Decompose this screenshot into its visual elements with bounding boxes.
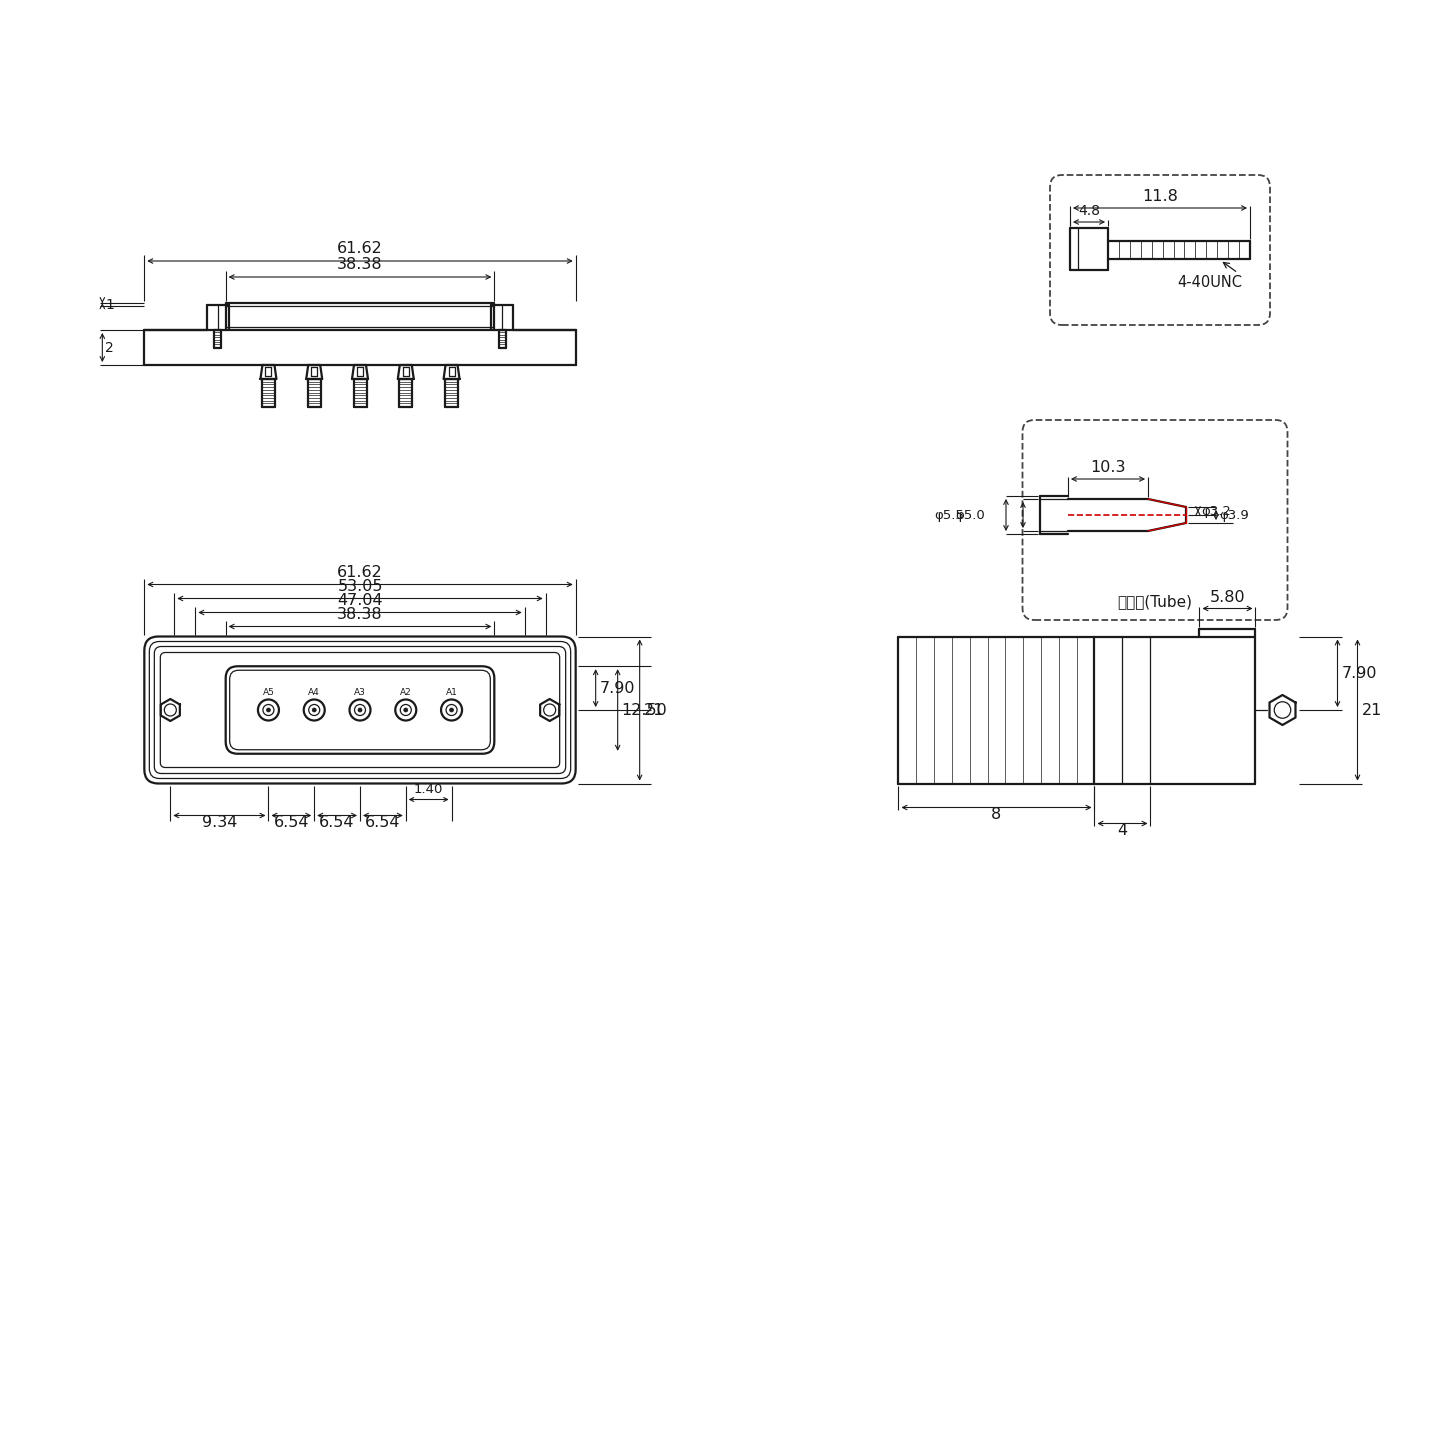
Text: 1.40: 1.40 (413, 782, 444, 795)
Text: 38.38: 38.38 (337, 256, 383, 272)
Text: 屏蔽管(Tube): 屏蔽管(Tube) (1117, 595, 1192, 609)
Text: 11.8: 11.8 (1142, 189, 1178, 204)
Text: 10.3: 10.3 (1090, 459, 1126, 475)
Text: 53.05: 53.05 (337, 579, 383, 593)
Text: 1: 1 (105, 298, 114, 311)
Text: 8: 8 (991, 806, 1002, 821)
Text: 38.38: 38.38 (337, 606, 383, 622)
Text: 4.8: 4.8 (1079, 204, 1100, 217)
Text: 47.04: 47.04 (337, 592, 383, 608)
Circle shape (403, 708, 408, 711)
Text: A5: A5 (262, 688, 275, 697)
Text: 6.54: 6.54 (366, 815, 400, 829)
Text: φ3.9: φ3.9 (1220, 508, 1248, 521)
Text: 21: 21 (644, 703, 664, 717)
Text: 2: 2 (105, 340, 114, 354)
Text: A4: A4 (308, 688, 320, 697)
Text: 61.62: 61.62 (337, 564, 383, 579)
Text: A3: A3 (354, 688, 366, 697)
Text: φ5.5: φ5.5 (935, 508, 963, 521)
Text: 4-40UNC: 4-40UNC (1176, 275, 1241, 289)
Text: φ5.0: φ5.0 (955, 508, 985, 521)
Text: 6.54: 6.54 (320, 815, 354, 829)
Circle shape (449, 708, 454, 711)
Circle shape (312, 708, 317, 711)
Text: A2: A2 (400, 688, 412, 697)
Text: 7.90: 7.90 (1342, 665, 1377, 681)
Text: 12.50: 12.50 (622, 703, 667, 717)
Text: 4: 4 (1117, 822, 1128, 838)
Circle shape (359, 708, 361, 711)
Circle shape (266, 708, 271, 711)
Text: 21: 21 (1361, 703, 1382, 717)
Text: A1: A1 (445, 688, 458, 697)
Text: 6.54: 6.54 (274, 815, 310, 829)
Text: 61.62: 61.62 (337, 240, 383, 256)
Text: 9.34: 9.34 (202, 815, 238, 829)
Text: 5.80: 5.80 (1210, 589, 1246, 605)
Text: 7.90: 7.90 (599, 681, 635, 696)
Text: φ3.2: φ3.2 (1201, 504, 1231, 517)
